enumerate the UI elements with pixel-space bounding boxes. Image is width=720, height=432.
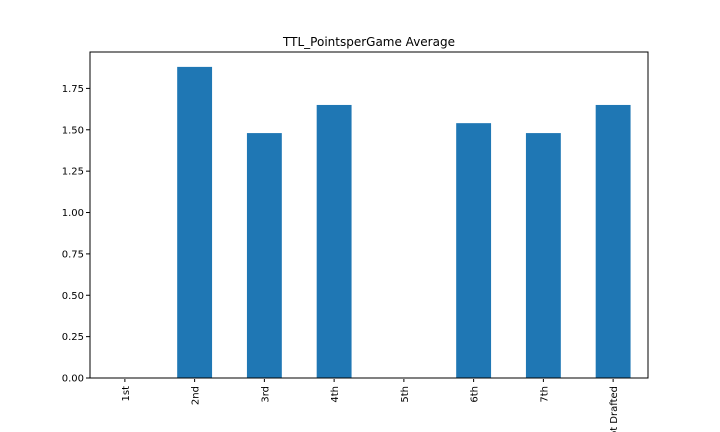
bar [525, 133, 561, 378]
y-tick-label: 1.50 [62, 125, 84, 136]
bar [595, 104, 631, 378]
bar [456, 123, 492, 378]
y-tick-label: 1.00 [62, 208, 84, 219]
x-tick-label: 6th [470, 386, 481, 403]
chart-title: TTL_PointsperGame Average [282, 35, 455, 49]
y-tick-label: 0.50 [62, 291, 84, 302]
x-tick-label: Not Drafted [609, 386, 620, 432]
y-tick-label: 1.25 [62, 167, 84, 178]
plot-frame [89, 51, 649, 379]
x-tick-label: 5th [400, 386, 411, 403]
y-tick-label: 0.25 [62, 332, 84, 343]
y-tick-label: 1.75 [62, 84, 84, 95]
x-tick-label: 3rd [260, 386, 271, 403]
bar [246, 133, 282, 378]
x-tick-label: 2nd [191, 386, 202, 405]
y-tick-label: 0.75 [62, 249, 84, 260]
x-tick-label: 7th [539, 386, 550, 403]
bar [316, 104, 352, 378]
bar [177, 66, 213, 378]
y-tick-label: 0.00 [62, 374, 84, 385]
x-tick-label: 4th [330, 386, 341, 403]
x-tick-label: 1st [121, 386, 132, 402]
